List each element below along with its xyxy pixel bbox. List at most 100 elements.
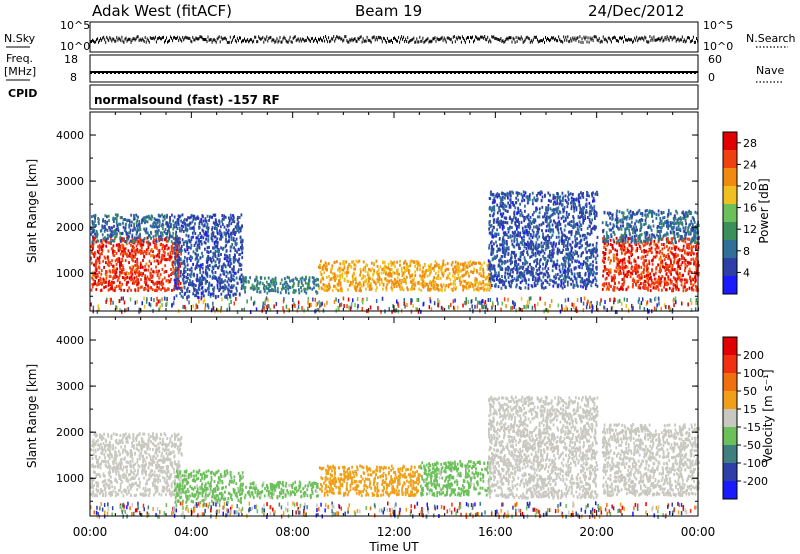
data-cell <box>193 214 196 218</box>
data-cell <box>579 216 581 220</box>
data-cell <box>172 260 175 264</box>
nsky-point <box>114 39 116 43</box>
data-cell <box>90 257 92 261</box>
nsky-point <box>257 40 259 44</box>
data-cell <box>572 200 575 204</box>
data-cell <box>568 237 571 240</box>
data-cell <box>239 226 241 230</box>
nsky-point <box>111 39 113 43</box>
nsky-point <box>557 39 559 43</box>
data-cell <box>147 268 150 272</box>
data-cell <box>215 239 217 243</box>
data-cell <box>139 285 142 289</box>
data-cell <box>136 250 139 254</box>
noise-cell <box>282 306 284 311</box>
nsky-point <box>505 38 507 41</box>
noise-cell <box>161 303 163 308</box>
noise-cell <box>352 298 354 303</box>
data-cell <box>514 230 516 234</box>
noise-cell <box>687 302 689 307</box>
nsky-point <box>183 38 185 42</box>
data-cell <box>178 286 180 290</box>
data-cell <box>549 207 552 211</box>
nsky-point <box>416 37 418 41</box>
data-cell <box>470 270 472 274</box>
nsky-point <box>322 39 324 43</box>
data-cell <box>133 217 136 220</box>
data-cell <box>216 280 219 284</box>
data-cell <box>142 243 145 247</box>
nsky-point <box>472 35 473 39</box>
data-cell <box>568 276 570 280</box>
data-cell <box>335 277 337 281</box>
data-cell <box>498 209 500 213</box>
data-cell <box>265 286 268 290</box>
data-cell <box>541 229 543 233</box>
data-cell <box>550 219 552 223</box>
data-cell <box>181 290 184 293</box>
nave-tick-top: 60 <box>708 53 722 66</box>
data-cell <box>572 215 574 219</box>
data-cell <box>146 215 149 219</box>
data-cell <box>185 218 188 222</box>
data-cell <box>200 295 203 299</box>
data-cell <box>155 281 158 285</box>
data-cell <box>214 252 216 256</box>
data-cell <box>226 231 229 234</box>
noise-cell <box>212 301 214 306</box>
data-cell <box>558 264 561 268</box>
data-cell <box>474 277 477 281</box>
noise-cell <box>528 296 531 301</box>
data-cell <box>462 286 465 290</box>
data-cell <box>580 252 583 256</box>
data-cell <box>262 286 265 290</box>
noise-cell <box>265 296 268 301</box>
data-cell <box>517 231 519 235</box>
data-cell <box>370 284 373 288</box>
data-cell <box>589 251 592 254</box>
data-cell <box>331 272 334 276</box>
data-cell <box>434 260 437 264</box>
data-cell <box>336 260 338 264</box>
nsky-point <box>494 37 496 41</box>
nsky-point <box>108 39 110 43</box>
nsky-point <box>677 37 679 41</box>
data-cell <box>559 251 562 254</box>
data-cell <box>123 278 126 282</box>
data-cell <box>153 238 155 242</box>
noise-cell <box>90 302 92 307</box>
data-cell <box>528 197 531 201</box>
data-cell <box>177 284 180 288</box>
data-cell <box>497 271 500 275</box>
nsky-point <box>156 37 158 41</box>
data-cell <box>566 244 569 248</box>
data-cell <box>98 266 101 270</box>
data-cell <box>580 278 583 282</box>
data-cell <box>145 230 148 234</box>
data-cell <box>556 223 558 227</box>
data-cell <box>179 257 182 261</box>
nsky-point <box>639 36 641 40</box>
noise-cell <box>348 305 350 310</box>
nsky-point <box>192 35 194 39</box>
noise-cell <box>572 304 575 309</box>
noise-cell <box>582 301 585 306</box>
data-cell <box>102 259 105 263</box>
noise-cell <box>309 303 311 308</box>
data-cell <box>287 287 290 291</box>
data-cell <box>194 288 197 291</box>
data-cell <box>274 279 277 283</box>
data-cell <box>507 201 510 205</box>
data-cell <box>211 227 213 231</box>
data-cell <box>145 262 148 266</box>
data-cell <box>224 279 227 283</box>
data-cell <box>221 235 224 239</box>
nsky-point <box>476 36 478 40</box>
data-cell <box>190 272 193 276</box>
data-cell <box>188 290 191 293</box>
nsky-point <box>396 39 397 43</box>
data-cell <box>593 208 596 212</box>
noise-cell <box>654 297 656 302</box>
data-cell <box>237 247 240 251</box>
